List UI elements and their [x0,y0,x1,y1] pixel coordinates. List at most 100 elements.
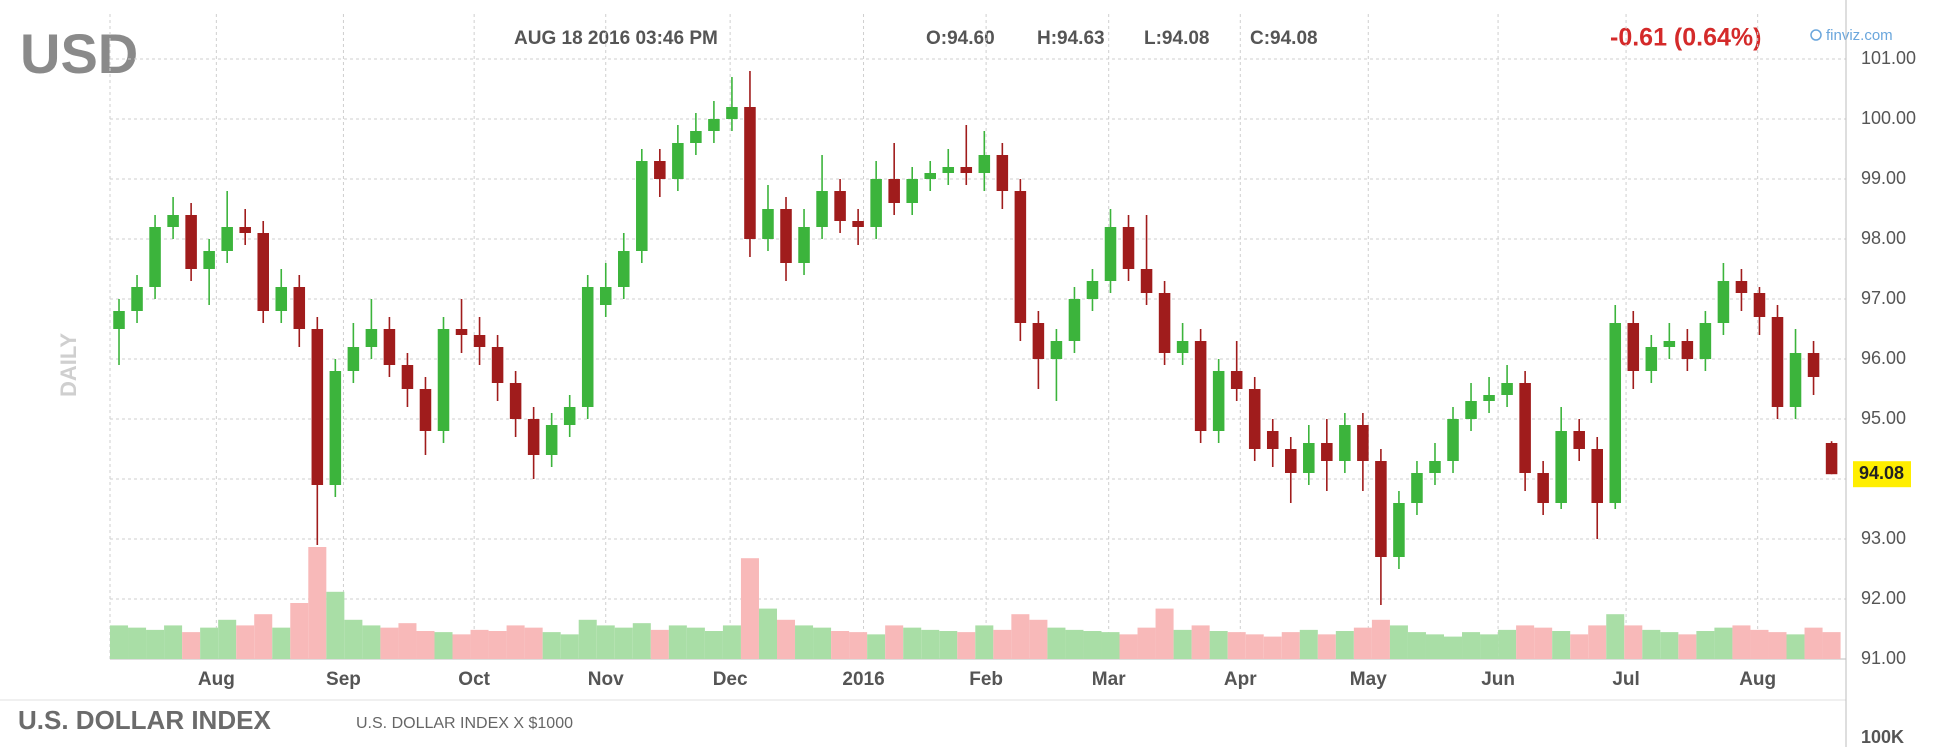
volume-bar [1029,619,1048,659]
candle-body [1104,227,1117,281]
volume-bar [885,625,904,659]
volume-bar [362,625,381,659]
volume-bar [506,625,525,659]
candle-body [1465,401,1477,419]
candle-body [1357,425,1369,461]
candle-body [1266,431,1279,449]
candle-body [1537,473,1549,503]
candle-body [545,425,558,455]
volume-bar [1083,631,1102,659]
volume-bar [650,629,669,659]
ohlc-label: H:94.63 [1037,28,1105,49]
volume-bar [776,619,796,659]
candle-body [1014,191,1027,323]
y-tick-label: 96.00 [1861,348,1906,368]
candle-body [1086,281,1099,299]
volume-bar [488,631,507,659]
last-price-label: 94.08 [1859,463,1904,483]
volume-bar [398,623,417,659]
volume-bar [218,619,237,659]
timestamp: AUG 18 2016 03:46 PM [514,28,718,49]
candle-body [1158,293,1171,353]
volume-bar [813,627,832,659]
volume-bar [1263,636,1282,659]
volume-bar [1155,608,1174,659]
volume-bar [1227,632,1246,659]
ohlc-label: L:94.08 [1144,28,1209,49]
x-tick-label: 2016 [842,669,884,690]
candle-body [1789,353,1802,407]
x-tick-label: Sep [326,669,361,690]
volume-bar [921,629,940,659]
candle-body [870,179,882,227]
volume-bar [308,547,327,659]
candle-body [816,191,828,227]
candle-body [437,329,450,431]
candle-body [599,287,612,305]
volume-bar [1624,625,1643,659]
candle-body [1555,431,1567,503]
candle-body [1447,419,1459,461]
candle-body [798,227,810,263]
candle-body [1303,443,1315,473]
volume-bar [1750,629,1769,659]
volume-bar [110,625,129,659]
x-tick-label: Mar [1092,669,1126,690]
ohlc-label: C:94.08 [1250,28,1318,49]
volume-bar [434,632,453,659]
ticker: USD [20,22,138,85]
volume-bar [452,634,471,659]
candle-body [509,383,522,419]
volume-bar [1480,634,1499,659]
volume-bar [596,625,615,659]
candle-body [1699,323,1712,359]
candle-body [491,347,504,383]
candle-body [383,329,396,365]
volume-bar [1101,632,1120,659]
candle-body [636,161,648,251]
volume-bar [668,625,687,659]
volume-bar [993,629,1012,659]
y-tick-label: 100.00 [1861,108,1916,128]
change: -0.61 (0.64%) [1610,24,1761,52]
x-tick-label: Oct [458,669,490,690]
y-tick-label: 101.00 [1861,48,1916,68]
candle-body [618,251,630,287]
candle-body [1645,347,1658,371]
volume-bar [722,625,741,659]
y-tick-label: 92.00 [1861,588,1906,608]
volume-bar [1425,634,1444,659]
candle-body [1573,431,1585,449]
volume-bar [470,629,489,659]
candle-body [275,287,288,311]
candle-body [311,329,324,485]
volume-bar [1732,625,1751,659]
candle-body [1753,293,1766,317]
x-tick-label: May [1350,669,1387,690]
last-price-box [1853,461,1911,488]
candle-body [1483,395,1495,401]
candle-body [1248,389,1261,449]
candle-body [401,365,414,389]
candle-body [1393,503,1405,557]
candle-body [906,179,918,203]
x-tick-label: Aug [198,669,235,690]
candle-body [1501,383,1513,395]
candle-body [1825,443,1838,475]
volume-bar [200,627,219,659]
volume-bar [1209,631,1228,659]
volume-bar [290,603,309,659]
candle-body [185,215,197,269]
candle-body [1681,341,1694,359]
volume-bar [903,627,922,659]
volume-bar [578,619,597,659]
candle-body [852,221,864,227]
volume-bar [182,632,201,659]
volume-bar [686,627,705,659]
volume-bar [254,614,273,659]
volume-bar [1822,632,1841,659]
candle-body [1411,473,1423,503]
candle-body [1032,323,1045,359]
candle-body [1339,425,1351,461]
